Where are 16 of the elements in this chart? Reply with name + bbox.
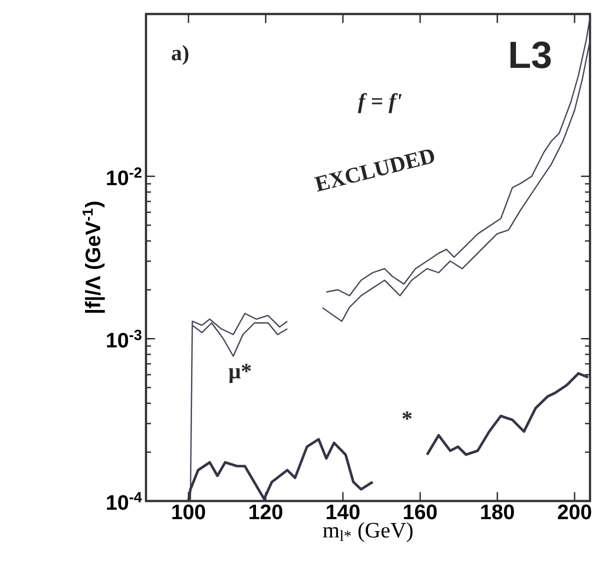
- x-tick-label: 200: [558, 504, 592, 520]
- y-tick-label: 10$^{-4}$: [107, 492, 142, 510]
- x-tick-label: 180: [481, 504, 514, 520]
- x-tick-label: 140: [326, 504, 360, 520]
- x-axis-title: m$_{l*}$ (GeV): [322, 522, 413, 542]
- annotation: μ*: [228, 364, 251, 383]
- x-tick-label: 100: [172, 504, 206, 520]
- x-tick-label: 160: [404, 504, 437, 520]
- y-axis-title: |f|/Λ (GeV$^{-1}$): [82, 202, 105, 313]
- x-tick-label: 120: [250, 504, 282, 520]
- annotation: L3: [510, 41, 551, 68]
- y-tick-label: 10$^{-3}$: [107, 330, 142, 348]
- annotation: a): [172, 44, 188, 65]
- annotation: f = f': [358, 93, 402, 114]
- annotation: *: [402, 411, 412, 420]
- y-tick-label: 10$^{-2}$: [107, 167, 142, 186]
